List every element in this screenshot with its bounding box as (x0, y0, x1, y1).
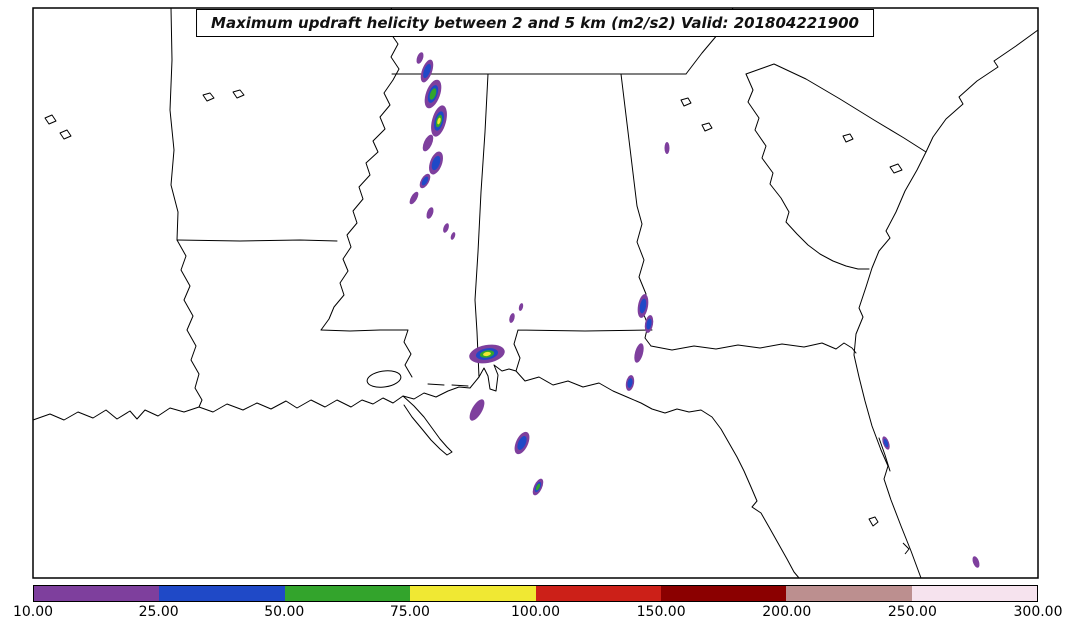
lake (889, 163, 903, 174)
state-line (320, 7, 400, 331)
state-line (513, 329, 653, 372)
lake (59, 129, 72, 140)
plot-title: Maximum updraft helicity between 2 and 5… (196, 9, 874, 37)
storm-cell-contour (509, 313, 515, 323)
lake-pontchartrain (366, 370, 402, 388)
storm-cell-contour (517, 436, 527, 450)
colorbar-segment (911, 586, 1037, 601)
lake (232, 89, 245, 99)
colorbar-tick-label: 150.00 (636, 604, 686, 620)
storm-cell-contour (646, 318, 652, 330)
coastline (32, 376, 480, 421)
colorbar-segment (284, 586, 411, 601)
lake (868, 516, 879, 527)
storm-cell-contour (422, 134, 434, 152)
colorbar-tick-label: 75.00 (389, 604, 430, 620)
lake (44, 114, 57, 125)
plot-frame (32, 7, 1039, 579)
storm-cell-contour (416, 52, 424, 64)
storm-cell-contour (483, 351, 491, 357)
storm-cell-contour (431, 155, 441, 171)
colorbar-tick-label: 300.00 (1013, 604, 1063, 620)
colorbar-tick-label: 25.00 (138, 604, 179, 620)
coastline (478, 364, 800, 579)
storm-cell-contour (634, 343, 644, 363)
colorbar-segment (660, 586, 787, 601)
storm-cell-contour (972, 556, 980, 568)
state-line (650, 342, 857, 354)
state-line (320, 329, 413, 378)
storm-cells (409, 52, 980, 568)
storm-cell-contour (469, 399, 485, 421)
storm-cell-contour (518, 303, 524, 311)
coastline (427, 383, 469, 387)
lake (842, 133, 854, 143)
colorbar-tick-label: 200.00 (762, 604, 812, 620)
storm-cell-contour (409, 191, 419, 205)
lake (680, 97, 692, 107)
colorbar-tick-label: 10.00 (12, 604, 54, 620)
storm-cell-contour (535, 483, 541, 491)
storm-cell-contour (639, 298, 647, 314)
lakes (44, 89, 910, 555)
storm-cell-contour (421, 176, 429, 186)
storm-cell-contour (664, 142, 670, 154)
storm-cell-contour (423, 63, 431, 79)
state-line (474, 73, 489, 378)
colorbar-segment (786, 586, 912, 601)
colorbar-tick-label: 100.00 (511, 604, 560, 620)
colorbar (33, 585, 1038, 602)
lake (701, 122, 713, 132)
coastline (853, 29, 1039, 579)
storm-cell-contour (443, 223, 449, 233)
state-borders (32, 7, 1039, 579)
colorbar-tick-label: 250.00 (887, 604, 937, 620)
storm-cell-contour (437, 117, 441, 125)
colorbar-segment (159, 586, 285, 601)
colorbar-segment (410, 586, 536, 601)
colorbar-tick-label: 50.00 (264, 604, 305, 620)
storm-cell-contour (429, 88, 437, 100)
state-line (176, 239, 203, 408)
state-line (169, 7, 179, 241)
storm-cell-contour (450, 232, 456, 240)
coastline (878, 437, 891, 472)
colorbar-segment (535, 586, 661, 601)
state-line (745, 73, 870, 270)
state-line (176, 239, 338, 242)
storm-cell-contour (883, 438, 889, 448)
coastline (402, 395, 453, 456)
colorbar-segment (34, 586, 160, 601)
storm-cell-contour (627, 378, 633, 388)
lake (202, 92, 215, 102)
island (902, 542, 910, 555)
state-line (745, 63, 927, 153)
storm-cell-contour (426, 207, 434, 219)
